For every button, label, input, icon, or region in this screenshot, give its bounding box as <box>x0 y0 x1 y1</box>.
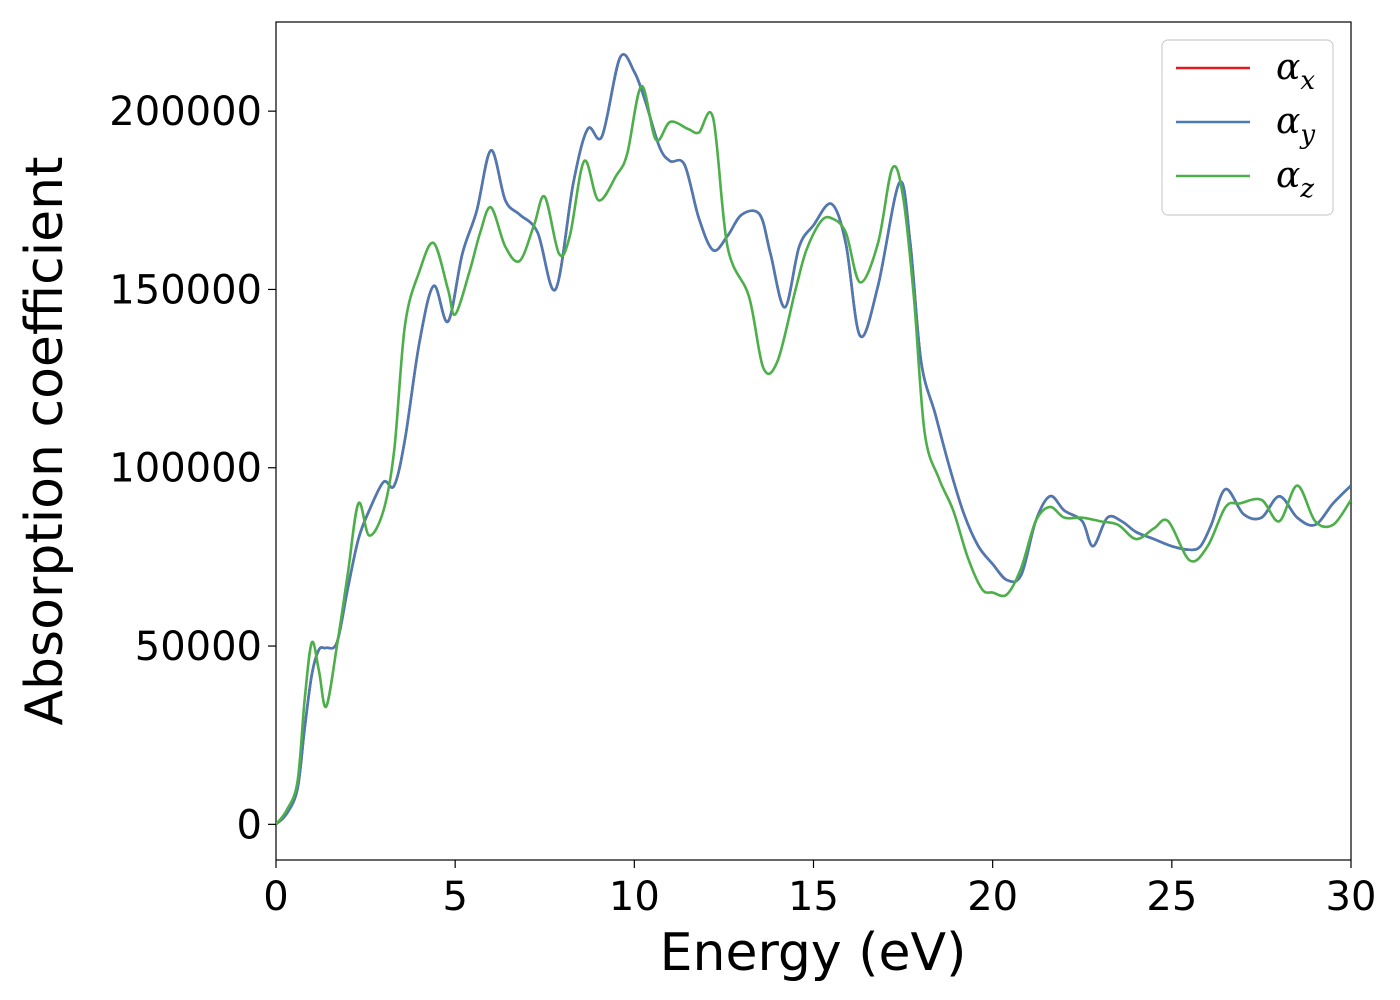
y-tick-label: 0 <box>237 802 262 848</box>
x-tick-label: 30 <box>1326 874 1377 920</box>
legend-label-alpha-y: αy <box>1276 101 1315 150</box>
y-tick-label: 150000 <box>109 267 262 313</box>
x-tick-label: 5 <box>442 874 467 920</box>
x-tick-label: 20 <box>967 874 1018 920</box>
x-tick-label: 25 <box>1146 874 1197 920</box>
series-line-alpha-y <box>276 53 1351 826</box>
legend-label-alpha-x: αx <box>1276 47 1315 96</box>
x-tick-label: 0 <box>263 874 288 920</box>
legend-frame <box>1161 39 1334 216</box>
legend-label-alpha-z: αz <box>1276 155 1314 204</box>
x-tick-label: 10 <box>609 874 660 920</box>
series-line-alpha-z <box>276 84 1351 826</box>
legend: αx αy αz <box>1161 39 1334 216</box>
y-tick-label: 100000 <box>109 446 262 492</box>
y-tick-label: 200000 <box>109 89 262 135</box>
x-tick-label: 15 <box>788 874 839 920</box>
x-axis-label: Energy (eV) <box>660 923 967 983</box>
series-layer <box>276 53 1351 826</box>
y-axis-label: Absorption coefficient <box>15 156 75 725</box>
x-axis-ticks: 0 5 10 15 20 25 30 <box>263 860 1376 920</box>
y-axis-ticks: 0 50000 100000 150000 200000 <box>109 89 276 848</box>
y-tick-label: 50000 <box>135 624 262 670</box>
